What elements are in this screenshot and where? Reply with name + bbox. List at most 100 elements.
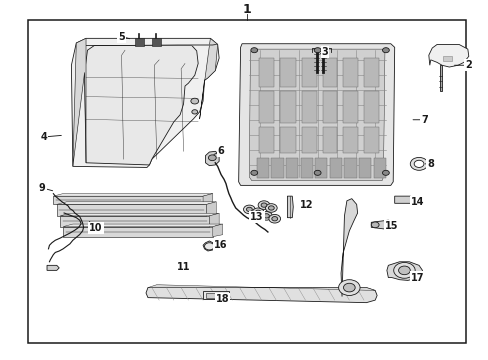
Polygon shape <box>259 91 273 123</box>
Polygon shape <box>73 39 86 166</box>
Text: 12: 12 <box>300 200 313 210</box>
Polygon shape <box>249 49 384 181</box>
Circle shape <box>370 222 378 228</box>
Text: 5: 5 <box>118 32 125 41</box>
Circle shape <box>258 201 269 210</box>
Polygon shape <box>285 158 298 178</box>
Polygon shape <box>428 44 468 67</box>
Polygon shape <box>300 158 312 178</box>
Text: 16: 16 <box>214 240 227 250</box>
Polygon shape <box>63 224 222 226</box>
Polygon shape <box>238 44 394 185</box>
Polygon shape <box>206 293 225 298</box>
Polygon shape <box>57 204 206 216</box>
Polygon shape <box>342 58 357 87</box>
Circle shape <box>250 170 257 175</box>
Polygon shape <box>302 58 316 87</box>
Polygon shape <box>363 91 378 123</box>
Polygon shape <box>256 158 268 178</box>
Text: 18: 18 <box>215 294 229 304</box>
Polygon shape <box>322 127 336 153</box>
Circle shape <box>190 98 198 104</box>
Circle shape <box>250 48 257 53</box>
Polygon shape <box>84 45 198 165</box>
Polygon shape <box>47 265 59 270</box>
Polygon shape <box>370 220 394 229</box>
Circle shape <box>314 170 321 175</box>
Polygon shape <box>363 58 378 87</box>
Polygon shape <box>135 39 143 45</box>
Text: 15: 15 <box>384 221 398 231</box>
Circle shape <box>343 283 354 292</box>
Circle shape <box>252 208 264 217</box>
Polygon shape <box>279 127 295 153</box>
Circle shape <box>260 212 272 220</box>
Text: 8: 8 <box>427 159 433 169</box>
Polygon shape <box>57 202 216 204</box>
Polygon shape <box>259 58 273 87</box>
Polygon shape <box>199 39 217 119</box>
Circle shape <box>255 210 261 215</box>
Polygon shape <box>203 241 214 251</box>
Text: 2: 2 <box>465 60 471 70</box>
Text: 7: 7 <box>421 115 427 125</box>
Text: 13: 13 <box>249 212 263 221</box>
Circle shape <box>413 160 423 167</box>
Polygon shape <box>63 226 212 237</box>
Circle shape <box>382 48 388 53</box>
Polygon shape <box>373 158 385 178</box>
Circle shape <box>314 48 321 53</box>
Polygon shape <box>209 213 219 226</box>
Polygon shape <box>358 158 370 178</box>
Circle shape <box>338 280 359 296</box>
Circle shape <box>393 262 414 278</box>
Bar <box>27 21 466 343</box>
Circle shape <box>261 203 266 207</box>
Polygon shape <box>302 91 316 123</box>
Polygon shape <box>146 288 376 303</box>
Polygon shape <box>259 127 273 153</box>
Circle shape <box>263 214 269 218</box>
Polygon shape <box>152 39 160 45</box>
Text: 17: 17 <box>410 273 424 283</box>
Polygon shape <box>71 39 219 167</box>
Polygon shape <box>60 213 219 216</box>
Text: 3: 3 <box>321 46 327 57</box>
Polygon shape <box>279 58 295 87</box>
Polygon shape <box>302 127 316 153</box>
Polygon shape <box>329 158 341 178</box>
Text: 1: 1 <box>242 3 251 16</box>
Circle shape <box>208 155 216 161</box>
Polygon shape <box>279 91 295 123</box>
Polygon shape <box>206 202 216 216</box>
Circle shape <box>271 217 277 221</box>
Polygon shape <box>86 44 217 45</box>
Circle shape <box>398 266 409 275</box>
Polygon shape <box>148 285 374 291</box>
Bar <box>443 56 451 60</box>
Circle shape <box>204 243 214 250</box>
Circle shape <box>243 205 255 214</box>
Polygon shape <box>205 151 219 166</box>
Polygon shape <box>342 91 357 123</box>
Circle shape <box>246 207 252 212</box>
Text: 9: 9 <box>39 183 45 193</box>
Polygon shape <box>60 216 209 226</box>
Text: 6: 6 <box>217 146 224 156</box>
Polygon shape <box>322 58 336 87</box>
Polygon shape <box>271 158 283 178</box>
Polygon shape <box>287 196 293 218</box>
Polygon shape <box>342 127 357 153</box>
Polygon shape <box>386 262 422 280</box>
Text: 10: 10 <box>89 224 102 233</box>
Polygon shape <box>203 291 228 299</box>
Circle shape <box>409 157 427 170</box>
Polygon shape <box>344 158 356 178</box>
Circle shape <box>191 110 197 114</box>
Text: 14: 14 <box>410 197 424 207</box>
Polygon shape <box>322 91 336 123</box>
Polygon shape <box>53 196 203 204</box>
Polygon shape <box>212 224 222 237</box>
Text: 11: 11 <box>177 262 190 272</box>
Polygon shape <box>439 65 441 91</box>
